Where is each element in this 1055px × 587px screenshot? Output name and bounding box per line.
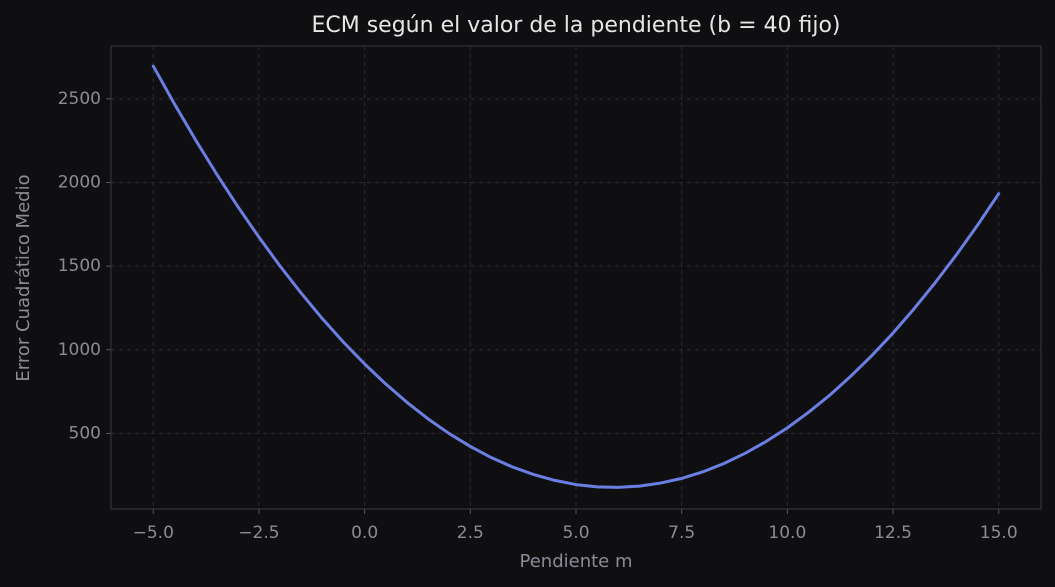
line-series bbox=[151, 64, 1001, 489]
x-axis-title: Pendiente m bbox=[520, 551, 633, 572]
y-tick-label: 500 bbox=[69, 423, 101, 443]
x-tick-label: 2.5 bbox=[457, 523, 484, 543]
x-tick-label: 12.5 bbox=[874, 523, 912, 543]
x-tick-label: 5.0 bbox=[562, 523, 589, 543]
y-tick-label: 2000 bbox=[58, 172, 101, 192]
x-tick-label: 7.5 bbox=[668, 523, 695, 543]
x-tick-label: 0.0 bbox=[351, 523, 378, 543]
x-tick-label: 10.0 bbox=[768, 523, 806, 543]
chart-title: ECM según el valor de la pendiente (b = … bbox=[311, 13, 840, 38]
x-tick-label: 15.0 bbox=[980, 523, 1018, 543]
y-tick-label: 1000 bbox=[58, 340, 101, 360]
y-tick-label: 1500 bbox=[58, 256, 101, 276]
x-tick-label: −2.5 bbox=[238, 523, 279, 543]
y-tick-label: 2500 bbox=[58, 89, 101, 109]
x-tick-label: −5.0 bbox=[133, 523, 174, 543]
y-axis-title: Error Cuadrático Medio bbox=[13, 174, 34, 381]
